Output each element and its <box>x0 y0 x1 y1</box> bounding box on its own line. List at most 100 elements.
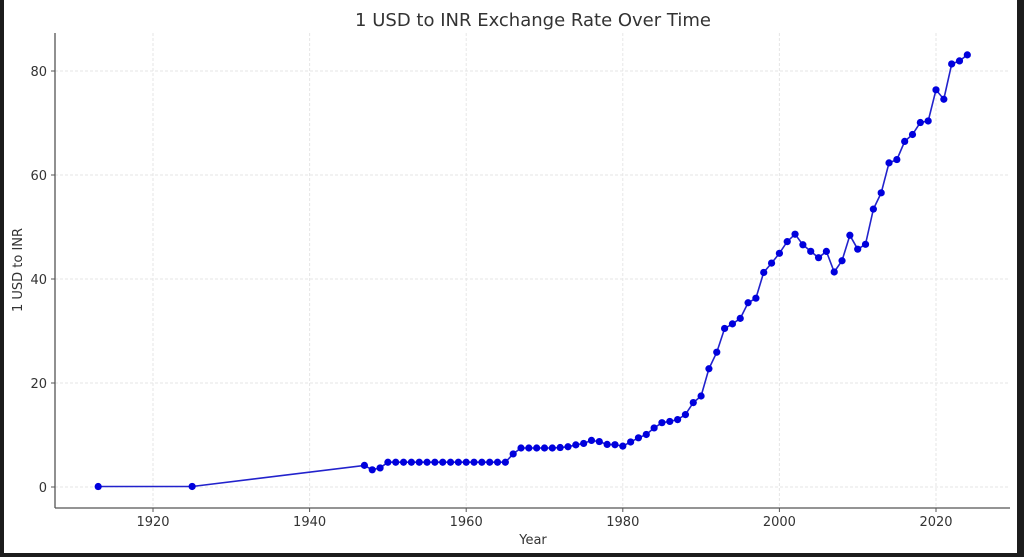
data-point-marker <box>407 458 415 466</box>
data-point-marker <box>431 458 439 466</box>
data-point-marker <box>877 189 885 197</box>
data-point-marker <box>908 130 917 139</box>
data-point-marker <box>572 441 580 449</box>
data-point-marker <box>446 458 455 466</box>
data-point-marker <box>360 461 369 469</box>
data-point-marker <box>525 444 533 452</box>
data-point-marker <box>744 299 752 307</box>
data-point-marker <box>454 458 462 466</box>
data-point-marker <box>791 230 799 238</box>
data-point-marker <box>775 249 784 257</box>
y-tick-label: 60 <box>30 169 47 184</box>
data-point-marker <box>462 458 470 466</box>
data-point-marker <box>752 294 760 302</box>
data-point-marker <box>822 247 830 255</box>
data-point-marker <box>720 324 729 333</box>
grid-lines <box>55 33 1010 508</box>
data-point-marker <box>415 458 423 466</box>
x-tick-label: 1980 <box>606 515 639 530</box>
data-point-marker <box>932 86 940 94</box>
data-point-marker <box>611 441 619 449</box>
data-point-marker <box>603 440 611 449</box>
data-point-marker <box>392 458 400 466</box>
data-point-marker <box>963 51 971 59</box>
x-tick-label: 1920 <box>136 515 169 530</box>
data-point-marker <box>658 419 666 427</box>
data-point-marker <box>854 245 862 253</box>
data-point-marker <box>697 392 705 400</box>
x-axis-ticks: 1920 1940 1960 1980 2000 2020 <box>136 508 953 530</box>
data-point-marker <box>509 450 517 458</box>
data-point-marker <box>767 259 776 267</box>
data-point-marker <box>830 268 838 276</box>
data-point-marker <box>533 444 541 452</box>
data-point-marker <box>384 458 392 466</box>
data-point-marker <box>861 240 870 248</box>
data-point-marker <box>666 417 674 426</box>
data-point-marker <box>885 159 893 167</box>
data-point-marker <box>916 118 924 127</box>
data-point-marker <box>634 434 643 442</box>
data-point-marker <box>368 466 376 474</box>
data-point-marker <box>924 117 932 125</box>
data-point-marker <box>783 238 791 246</box>
data-point-marker <box>564 443 572 451</box>
y-axis-label: 1 USD to INR <box>11 228 26 312</box>
data-point-marker <box>705 365 713 373</box>
data-point-marker <box>893 155 901 164</box>
x-tick-label: 2000 <box>763 515 796 530</box>
x-tick-label: 1960 <box>450 515 483 530</box>
data-point-marker <box>955 57 964 65</box>
data-point-marker <box>807 247 815 255</box>
y-tick-label: 20 <box>30 377 47 392</box>
data-point-marker <box>760 268 768 277</box>
x-tick-label: 2020 <box>919 515 952 530</box>
data-point-marker <box>399 458 408 466</box>
data-point-marker <box>556 443 564 452</box>
data-point-marker <box>948 60 956 68</box>
data-point-marker <box>470 458 478 466</box>
data-point-marker <box>869 205 877 213</box>
y-tick-label: 80 <box>30 65 47 80</box>
x-tick-label: 1940 <box>293 515 326 530</box>
x-axis-label: Year <box>518 533 547 548</box>
data-point-marker <box>439 458 447 466</box>
data-point-marker <box>814 254 823 262</box>
data-point-marker <box>650 424 658 432</box>
data-series <box>94 51 971 491</box>
data-point-marker <box>376 464 384 472</box>
data-point-marker <box>423 458 431 466</box>
data-point-marker <box>674 416 682 424</box>
data-point-marker <box>540 444 549 452</box>
data-point-marker <box>580 439 588 448</box>
data-point-marker <box>940 95 948 103</box>
data-point-marker <box>689 399 697 407</box>
chart-frame <box>4 0 1017 553</box>
data-point-marker <box>595 437 603 446</box>
data-point-marker <box>846 231 854 239</box>
data-point-marker <box>619 442 627 450</box>
data-point-marker <box>587 436 596 445</box>
data-point-marker <box>493 458 502 466</box>
data-point-marker <box>901 137 909 146</box>
data-point-marker <box>501 458 509 466</box>
y-tick-label: 40 <box>30 273 47 288</box>
data-point-marker <box>478 458 486 466</box>
data-point-marker <box>517 444 525 452</box>
data-point-marker <box>94 482 102 491</box>
data-point-marker <box>681 411 690 419</box>
chart-title: 1 USD to INR Exchange Rate Over Time <box>355 10 711 31</box>
axes <box>54 33 1010 509</box>
data-point-marker <box>548 444 556 452</box>
data-point-marker <box>188 482 196 491</box>
data-point-marker <box>728 320 737 328</box>
y-axis-ticks: 0 20 40 60 80 <box>30 65 55 496</box>
data-point-marker <box>736 314 744 322</box>
data-point-marker <box>713 348 721 356</box>
data-point-marker <box>642 430 650 439</box>
data-point-marker <box>627 438 635 446</box>
data-point-marker <box>799 241 807 249</box>
y-tick-label: 0 <box>39 481 47 496</box>
data-point-marker <box>838 257 846 265</box>
